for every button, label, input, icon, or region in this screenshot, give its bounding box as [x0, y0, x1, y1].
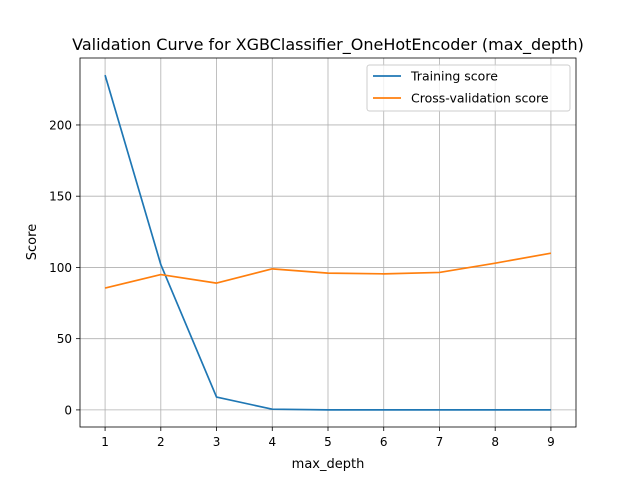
y-axis-label: Score — [25, 224, 40, 260]
x-tick-label: 7 — [436, 435, 444, 449]
x-tick-label: 5 — [324, 435, 332, 449]
x-axis-label: max_depth — [292, 457, 365, 472]
series-lines — [104, 74, 552, 411]
axis-ticks: 1 2 3 4 5 6 7 8 9 0 50 100 150 200 — [49, 118, 555, 449]
x-tick-label: 9 — [547, 435, 555, 449]
x-tick-label: 6 — [380, 435, 388, 449]
legend-box — [366, 64, 571, 112]
series-line-0 — [104, 74, 551, 411]
x-tick-label: 1 — [101, 435, 109, 449]
legend-label-1: Cross-validation score — [411, 91, 549, 106]
y-tick-label: 0 — [64, 403, 72, 417]
y-tick-label: 50 — [57, 332, 72, 346]
legend-label-0: Training score — [410, 69, 498, 84]
x-tick-label: 3 — [213, 435, 221, 449]
y-tick-label: 100 — [49, 261, 72, 275]
x-tick-label: 8 — [491, 435, 499, 449]
chart-title: Validation Curve for XGBClassifier_OneHo… — [72, 35, 584, 55]
y-tick-label: 150 — [49, 190, 72, 204]
legend: Training score Cross-validation score — [366, 64, 571, 112]
x-tick-label: 4 — [268, 435, 276, 449]
x-tick-label: 2 — [157, 435, 165, 449]
series-line-1 — [104, 252, 552, 289]
y-tick-label: 200 — [49, 118, 72, 132]
